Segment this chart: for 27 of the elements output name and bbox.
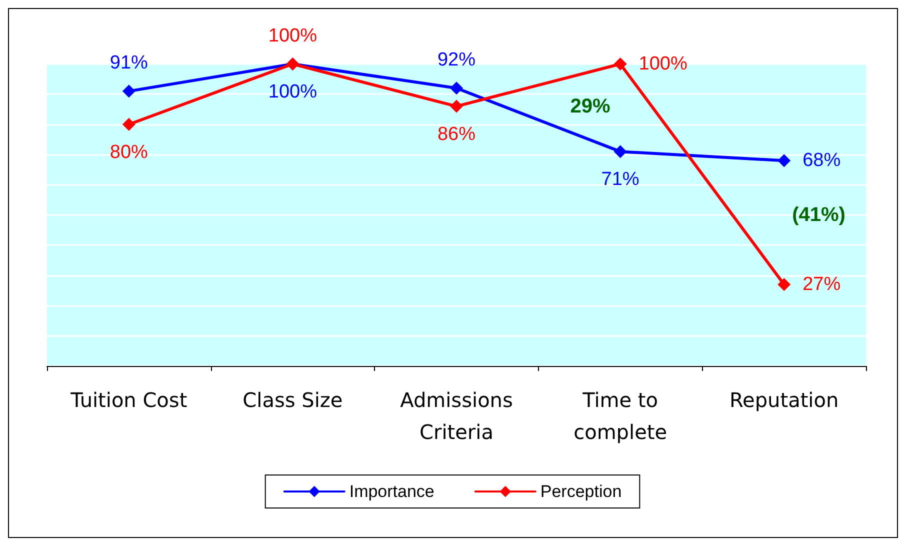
annotation: 29% (570, 95, 611, 118)
x-tick-label: Admissions Criteria (400, 388, 513, 444)
data-label: 100% (268, 26, 318, 46)
x-tick-label: Time to complete (574, 388, 668, 444)
point (778, 154, 791, 168)
data-label: 100% (268, 82, 318, 102)
point (614, 58, 627, 70)
data-label: 68% (802, 150, 841, 172)
data-label: 80% (110, 142, 148, 163)
legend-label: Importance (349, 482, 434, 501)
x-tick-label: Tuition Cost (70, 388, 188, 412)
x-tick-label: Class Size (242, 388, 343, 412)
point (614, 145, 627, 158)
point (778, 278, 791, 291)
point (450, 82, 463, 95)
data-label: 71% (601, 169, 640, 190)
data-label: 100% (638, 54, 688, 74)
data-label: 27% (802, 274, 841, 295)
data-label: 91% (110, 52, 148, 74)
legend-label: Perception (540, 482, 622, 501)
annotation: (41%) (792, 204, 846, 226)
data-label: 86% (437, 124, 476, 145)
data-label: 92% (437, 50, 476, 71)
point (122, 84, 136, 98)
point (122, 118, 136, 131)
point (450, 100, 463, 113)
x-tick-label: Reputation (730, 388, 839, 412)
